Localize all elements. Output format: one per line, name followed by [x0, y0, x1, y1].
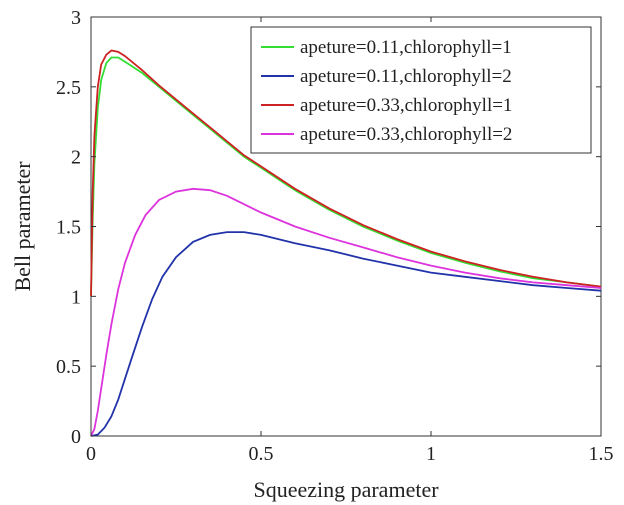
x-tick-label: 1.5	[589, 443, 614, 465]
series-line-1	[90, 56, 602, 297]
series-layer	[90, 49, 602, 437]
y-tick-label: 1.5	[56, 217, 81, 239]
series-line-3	[90, 49, 602, 297]
y-tick-label: 2.5	[56, 77, 81, 99]
y-axis-label: Bell parameter	[10, 161, 35, 292]
x-axis-label: Squeezing parameter	[253, 477, 439, 502]
y-tick-label: 3	[71, 7, 81, 29]
x-tick-label: 0	[86, 443, 96, 465]
y-tick-label: 1	[71, 286, 81, 308]
y-tick-label: 2	[71, 147, 81, 169]
x-tick-label: 1	[426, 443, 436, 465]
legend: apeture=0.11,chlorophyll=1 apeture=0.11,c…	[250, 26, 592, 154]
series-line-2	[90, 231, 602, 437]
y-tick-label: 0.5	[56, 356, 81, 378]
x-tick-label: 0.5	[249, 443, 274, 465]
legend-box	[250, 26, 592, 154]
legend-label-1: apeture=0.11,chlorophyll=1	[300, 37, 512, 58]
axis-ticks: 0 0.5 1 1.5 0 0.5 1 1.5 2 2.5 3	[56, 7, 614, 465]
legend-label-3: apeture=0.33,chlorophyll=1	[300, 95, 512, 116]
series-line-4	[90, 187, 602, 437]
legend-label-4: apeture=0.33,chlorophyll=2	[300, 124, 512, 145]
legend-label-2: apeture=0.11,chlorophyll=2	[300, 66, 512, 87]
y-tick-label: 0	[71, 426, 81, 448]
